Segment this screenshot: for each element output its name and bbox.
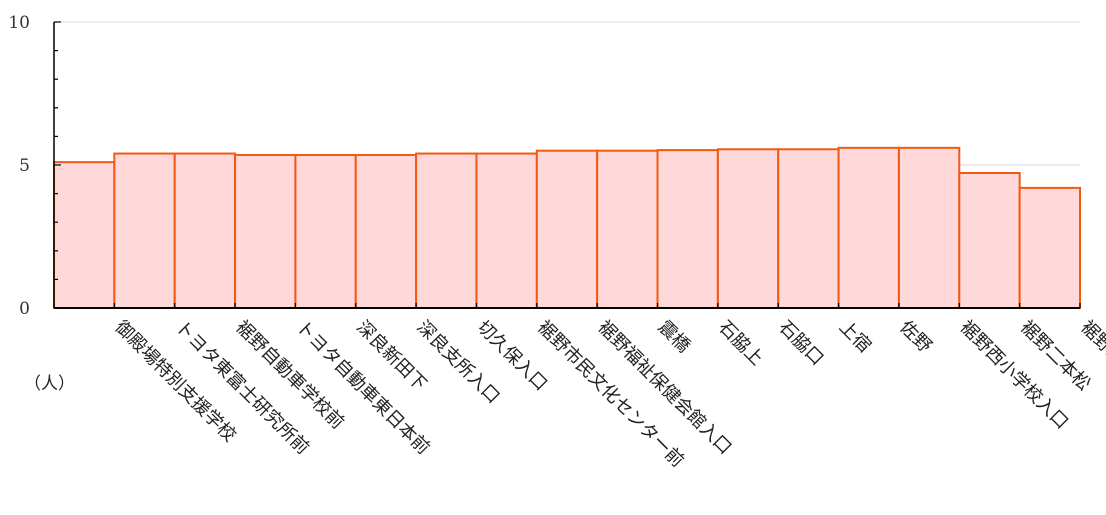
gridlines bbox=[54, 21, 1080, 166]
bar bbox=[415, 152, 478, 309]
bar bbox=[234, 153, 297, 309]
y-tick-label: 5 bbox=[19, 156, 30, 176]
bar bbox=[897, 146, 961, 309]
x-tick-label: 裾野駅 bbox=[1076, 317, 1106, 370]
x-tick-label: 石脇上 bbox=[714, 317, 767, 370]
bar bbox=[535, 149, 599, 309]
x-tick-label: 震橋 bbox=[654, 317, 694, 357]
y-tick-label: 10 bbox=[8, 13, 30, 33]
bars bbox=[53, 146, 1081, 310]
bar bbox=[475, 152, 538, 309]
bar bbox=[113, 152, 176, 309]
x-tick-label: 上宿 bbox=[835, 317, 875, 357]
bar bbox=[716, 148, 780, 309]
x-tick-labels: 御殿場特別支援学校トヨタ東富士研究所前裾野自動車学校前トヨタ自動車東日本前深良新… bbox=[111, 317, 1106, 472]
x-tick-label: 石脇口 bbox=[775, 317, 828, 370]
y-tick-label: 0 bbox=[19, 299, 30, 319]
axes bbox=[53, 21, 1081, 309]
bar bbox=[1018, 186, 1081, 310]
x-tick-label: 佐野 bbox=[895, 317, 935, 357]
x-tick-label: 裾野自動車学校前 bbox=[231, 317, 348, 434]
bar bbox=[173, 152, 237, 309]
bar bbox=[958, 172, 1021, 309]
bar bbox=[294, 153, 357, 309]
x-tick-label: 裾野西小学校入口 bbox=[956, 317, 1073, 434]
bar bbox=[837, 146, 900, 309]
unit-label: （人） bbox=[24, 374, 75, 394]
bar bbox=[656, 149, 719, 309]
bar bbox=[777, 148, 840, 309]
bar bbox=[53, 161, 116, 309]
bar bbox=[596, 149, 659, 309]
bar bbox=[354, 153, 418, 309]
x-tick-label: 御殿場特別支援学校 bbox=[111, 317, 240, 446]
y-tick-labels: 0 5 10 bbox=[8, 13, 30, 319]
